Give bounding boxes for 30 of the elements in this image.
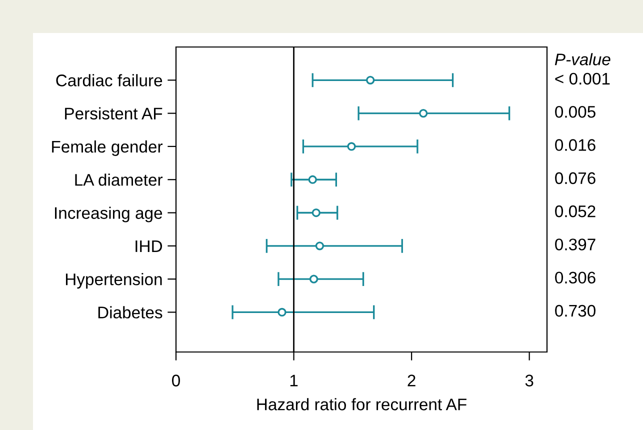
text: < 0.001 xyxy=(555,72,610,85)
y-tick-label: Cardiac failure xyxy=(56,74,162,86)
text: 0.052 xyxy=(555,205,596,218)
y-tick-label: Persistent AF xyxy=(65,107,162,120)
y-tick-label: Increasing age xyxy=(55,206,162,222)
y-tick-label: IHD xyxy=(136,240,162,252)
point xyxy=(308,175,317,184)
text: 0.397 xyxy=(555,238,596,250)
text: 0.730 xyxy=(555,304,596,317)
y-tick-label: Diabetes xyxy=(98,306,162,318)
y-tick-label: LA diameter xyxy=(75,174,163,186)
point xyxy=(278,308,286,317)
point xyxy=(309,274,318,284)
text: 0.005 xyxy=(555,106,596,118)
x-tick-label: 1 xyxy=(290,374,298,386)
x-tick-label: 0 xyxy=(172,374,180,386)
text: 0.076 xyxy=(555,172,596,184)
x-tick-label: 2 xyxy=(408,374,416,386)
point xyxy=(419,108,428,118)
text: 0.306 xyxy=(555,272,596,284)
y-tick-label: Hypertension xyxy=(66,273,162,289)
point xyxy=(312,208,320,218)
point xyxy=(366,76,375,84)
point xyxy=(347,142,356,151)
y-tick-label: Female gender xyxy=(52,140,163,156)
point xyxy=(315,242,324,250)
text: P-value xyxy=(554,53,610,66)
text: 0.016 xyxy=(555,139,596,151)
x-tick-label: 3 xyxy=(525,374,534,386)
x-axis-title: Hazard ratio for recurrent AF xyxy=(257,398,466,410)
